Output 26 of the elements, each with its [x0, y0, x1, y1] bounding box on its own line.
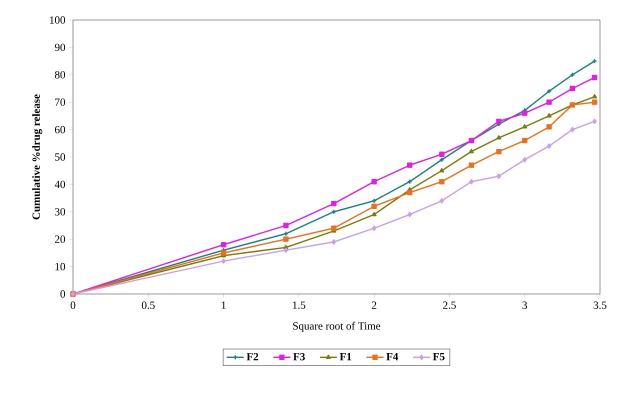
y-axis-title: Cumulative %drug release [32, 94, 42, 220]
y-tick-label: 80 [54, 71, 66, 78]
legend-label: F1 [340, 352, 352, 360]
x-tick-label: 1.5 [292, 302, 306, 309]
legend-label: F4 [386, 353, 398, 360]
y-tick-label: 20 [55, 236, 66, 243]
x-tick-label: 2.5 [443, 302, 456, 309]
y-tick-label: 0 [60, 290, 66, 298]
x-tick-label: 0 [70, 302, 76, 309]
y-tick-label: 30 [55, 208, 66, 216]
x-tick-label: 1 [222, 302, 226, 309]
y-tick-label: 60 [54, 126, 66, 134]
y-tick-label: 70 [55, 98, 66, 106]
x-tick-label: 2 [372, 302, 376, 309]
legend-label: F5 [432, 353, 445, 360]
y-tick-label: 90 [54, 44, 66, 52]
x-tick-label: 3.5 [594, 302, 606, 309]
y-tick-label: 40 [54, 180, 66, 188]
y-tick-label: 50 [55, 153, 66, 161]
y-tick-label: 100 [50, 16, 66, 24]
x-axis-title: Square root of Time [293, 322, 380, 332]
y-tick-label: 10 [55, 262, 66, 270]
legend-label: F3 [293, 352, 305, 360]
x-tick-label: 3 [522, 302, 528, 309]
x-tick-label: 0.5 [142, 302, 155, 309]
legend-label: F2 [246, 352, 258, 360]
